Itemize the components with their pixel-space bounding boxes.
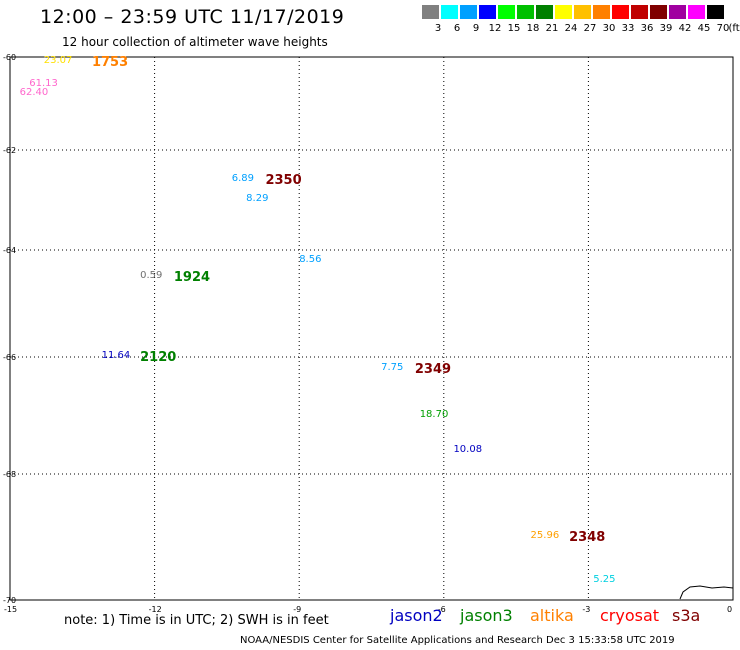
scale-swatch [498, 5, 515, 19]
scale-swatch [517, 5, 534, 19]
scale-label: 21 [545, 23, 559, 34]
lat-tick-label: -60 [3, 53, 16, 62]
legend-item-altika: altika [530, 606, 574, 625]
scale-swatch [441, 5, 458, 19]
scale-swatch [422, 5, 439, 19]
pass-time-label: 1924 [173, 269, 211, 285]
scale-swatch [479, 5, 496, 19]
lon-tick-label: -9 [293, 605, 301, 614]
scale-label: 70 [716, 23, 730, 34]
wave-height-label: 8.29 [246, 193, 269, 204]
scale-label: 42 [678, 23, 692, 34]
coastline [679, 585, 734, 600]
wave-height-label: 5.25 [593, 574, 616, 586]
map-subtitle: 12 hour collection of altimeter wave hei… [62, 35, 328, 49]
lat-tick-label: -68 [3, 470, 16, 479]
scale-swatch [574, 5, 591, 19]
scale-label: 9 [472, 23, 480, 34]
scale-label: 36 [640, 23, 654, 34]
credit-line: NOAA/NESDIS Center for Satellite Applica… [240, 635, 675, 646]
wave-height-label: 62.40 [19, 87, 49, 99]
lon-tick-label: -12 [149, 605, 162, 614]
scale-swatch [650, 5, 667, 19]
pass-time-label: 2349 [414, 361, 452, 377]
wave-height-label: 61.13 [29, 77, 58, 89]
map-frame [9, 56, 734, 601]
scale-label: 15 [507, 23, 521, 34]
scale-swatch [612, 5, 629, 19]
scale-label: 24 [564, 23, 578, 34]
scale-swatch [536, 5, 553, 19]
legend-item-cryosat: cryosat [600, 606, 660, 625]
scale-swatch [631, 5, 648, 19]
units-note: note: 1) Time is in UTC; 2) SWH is in fe… [64, 613, 329, 628]
wave-height-label: 18.70 [419, 408, 449, 420]
wave-height-label: 8.56 [299, 253, 322, 265]
scale-swatch [669, 5, 686, 19]
scale-swatch [593, 5, 610, 19]
lat-tick-label: -64 [3, 246, 16, 255]
wave-height-label: 7.75 [381, 361, 404, 373]
wave-height-label: 10.08 [453, 443, 483, 455]
scale-swatch [555, 5, 572, 19]
wave-height-label: 11.64 [101, 350, 131, 361]
wave-height-label: 6.89 [231, 173, 254, 184]
scale-swatch [460, 5, 477, 19]
scale-swatch [688, 5, 705, 19]
lon-tick-label: -6 [438, 605, 446, 614]
pass-time-label: 2120 [140, 350, 177, 365]
pass-time-label: 1753 [91, 54, 129, 70]
wave-height-label: 23.07 [43, 54, 73, 66]
scale-label: 3 [434, 23, 442, 34]
scale-label: 45 [697, 23, 711, 34]
wave-height-label: 0.59 [140, 269, 163, 281]
scale-label: 30 [602, 23, 616, 34]
legend-item-jason3: jason3 [460, 606, 513, 625]
lat-tick-label: -62 [3, 146, 16, 155]
scale-label: 39 [659, 23, 673, 34]
scale-label: 18 [526, 23, 540, 34]
scale-label: 33 [621, 23, 635, 34]
wave-height-label: 25.96 [530, 530, 560, 541]
scale-label: 27 [583, 23, 597, 34]
pass-time-label: 2350 [265, 173, 302, 188]
lat-tick-label: -66 [3, 353, 16, 362]
scale-swatch [707, 5, 724, 19]
scale-label: 6 [453, 23, 461, 34]
scale-units-label: (ft) [728, 23, 740, 34]
map-title: 12:00 – 23:59 UTC 11/17/2019 [40, 6, 345, 28]
pass-time-label: 2348 [569, 530, 606, 545]
lat-tick-label: -70 [3, 596, 16, 605]
lon-tick-label: -3 [582, 605, 590, 614]
legend-item-s3a: s3a [672, 606, 701, 625]
lon-tick-label: -15 [4, 605, 17, 614]
legend-item-jason2: jason2 [390, 606, 443, 625]
lon-tick-label: 0 [727, 605, 732, 614]
scale-label: 12 [488, 23, 502, 34]
